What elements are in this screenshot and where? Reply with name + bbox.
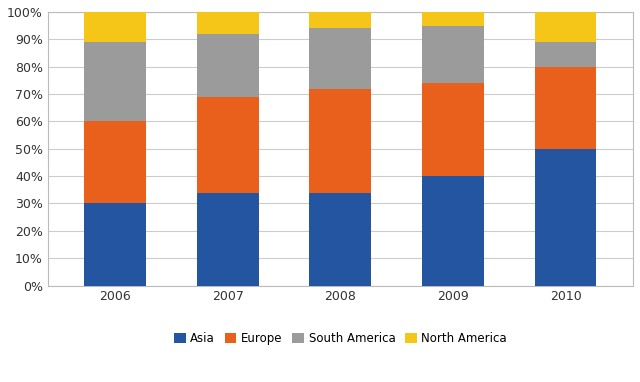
Bar: [534, 12, 596, 42]
Bar: [197, 12, 259, 34]
Legend: Asia, Europe, South America, North America: Asia, Europe, South America, North Ameri…: [169, 327, 511, 350]
Bar: [84, 42, 146, 121]
Bar: [84, 12, 146, 42]
Bar: [197, 34, 259, 97]
Bar: [534, 67, 596, 149]
Bar: [309, 193, 371, 286]
Bar: [534, 42, 596, 67]
Bar: [534, 149, 596, 286]
Bar: [197, 97, 259, 193]
Bar: [422, 26, 484, 83]
Bar: [422, 176, 484, 286]
Bar: [84, 121, 146, 204]
Bar: [197, 193, 259, 286]
Bar: [309, 28, 371, 89]
Bar: [84, 204, 146, 286]
Bar: [309, 89, 371, 193]
Bar: [422, 83, 484, 176]
Bar: [422, 12, 484, 26]
Bar: [309, 12, 371, 28]
